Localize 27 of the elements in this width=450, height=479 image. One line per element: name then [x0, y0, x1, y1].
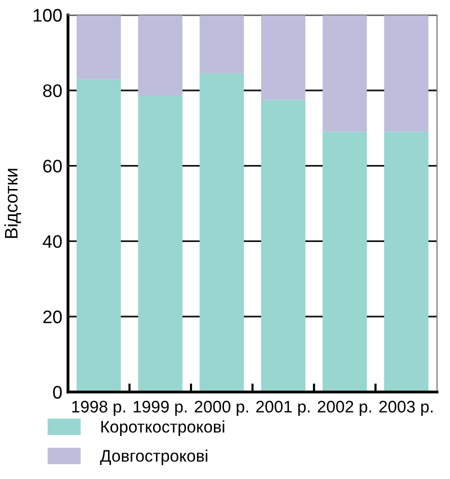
bar — [76, 15, 121, 80]
bar — [200, 15, 244, 74]
bar — [384, 132, 428, 392]
y-axis-title: Відсотки — [4, 168, 22, 238]
bar — [322, 15, 367, 132]
bar — [261, 15, 306, 100]
x-tick-label: 2000 р. — [194, 400, 248, 416]
x-tick-label: 1999 р. — [134, 400, 187, 416]
bar — [200, 73, 244, 392]
bar — [138, 96, 182, 392]
bar — [322, 132, 367, 392]
x-tick-label: 2003 р. — [379, 400, 433, 416]
bar — [76, 79, 121, 392]
x-tick-label: 2002 р. — [318, 400, 372, 416]
legend-label: Короткострокові — [101, 420, 224, 436]
bar — [384, 15, 428, 132]
x-tick-label: 1998 р. — [72, 400, 126, 416]
y-tick-label: 100 — [34, 8, 62, 22]
y-tick-label: 0 — [53, 386, 62, 399]
x-tick-label: 2001 р. — [256, 400, 310, 416]
bar — [138, 15, 182, 96]
y-tick-label: 80 — [43, 84, 62, 98]
bar — [261, 100, 306, 392]
legend-label: Довгострокові — [100, 450, 208, 466]
y-tick-label: 60 — [43, 160, 62, 173]
y-tick-label: 40 — [42, 235, 62, 248]
y-tick-label: 20 — [43, 310, 62, 324]
